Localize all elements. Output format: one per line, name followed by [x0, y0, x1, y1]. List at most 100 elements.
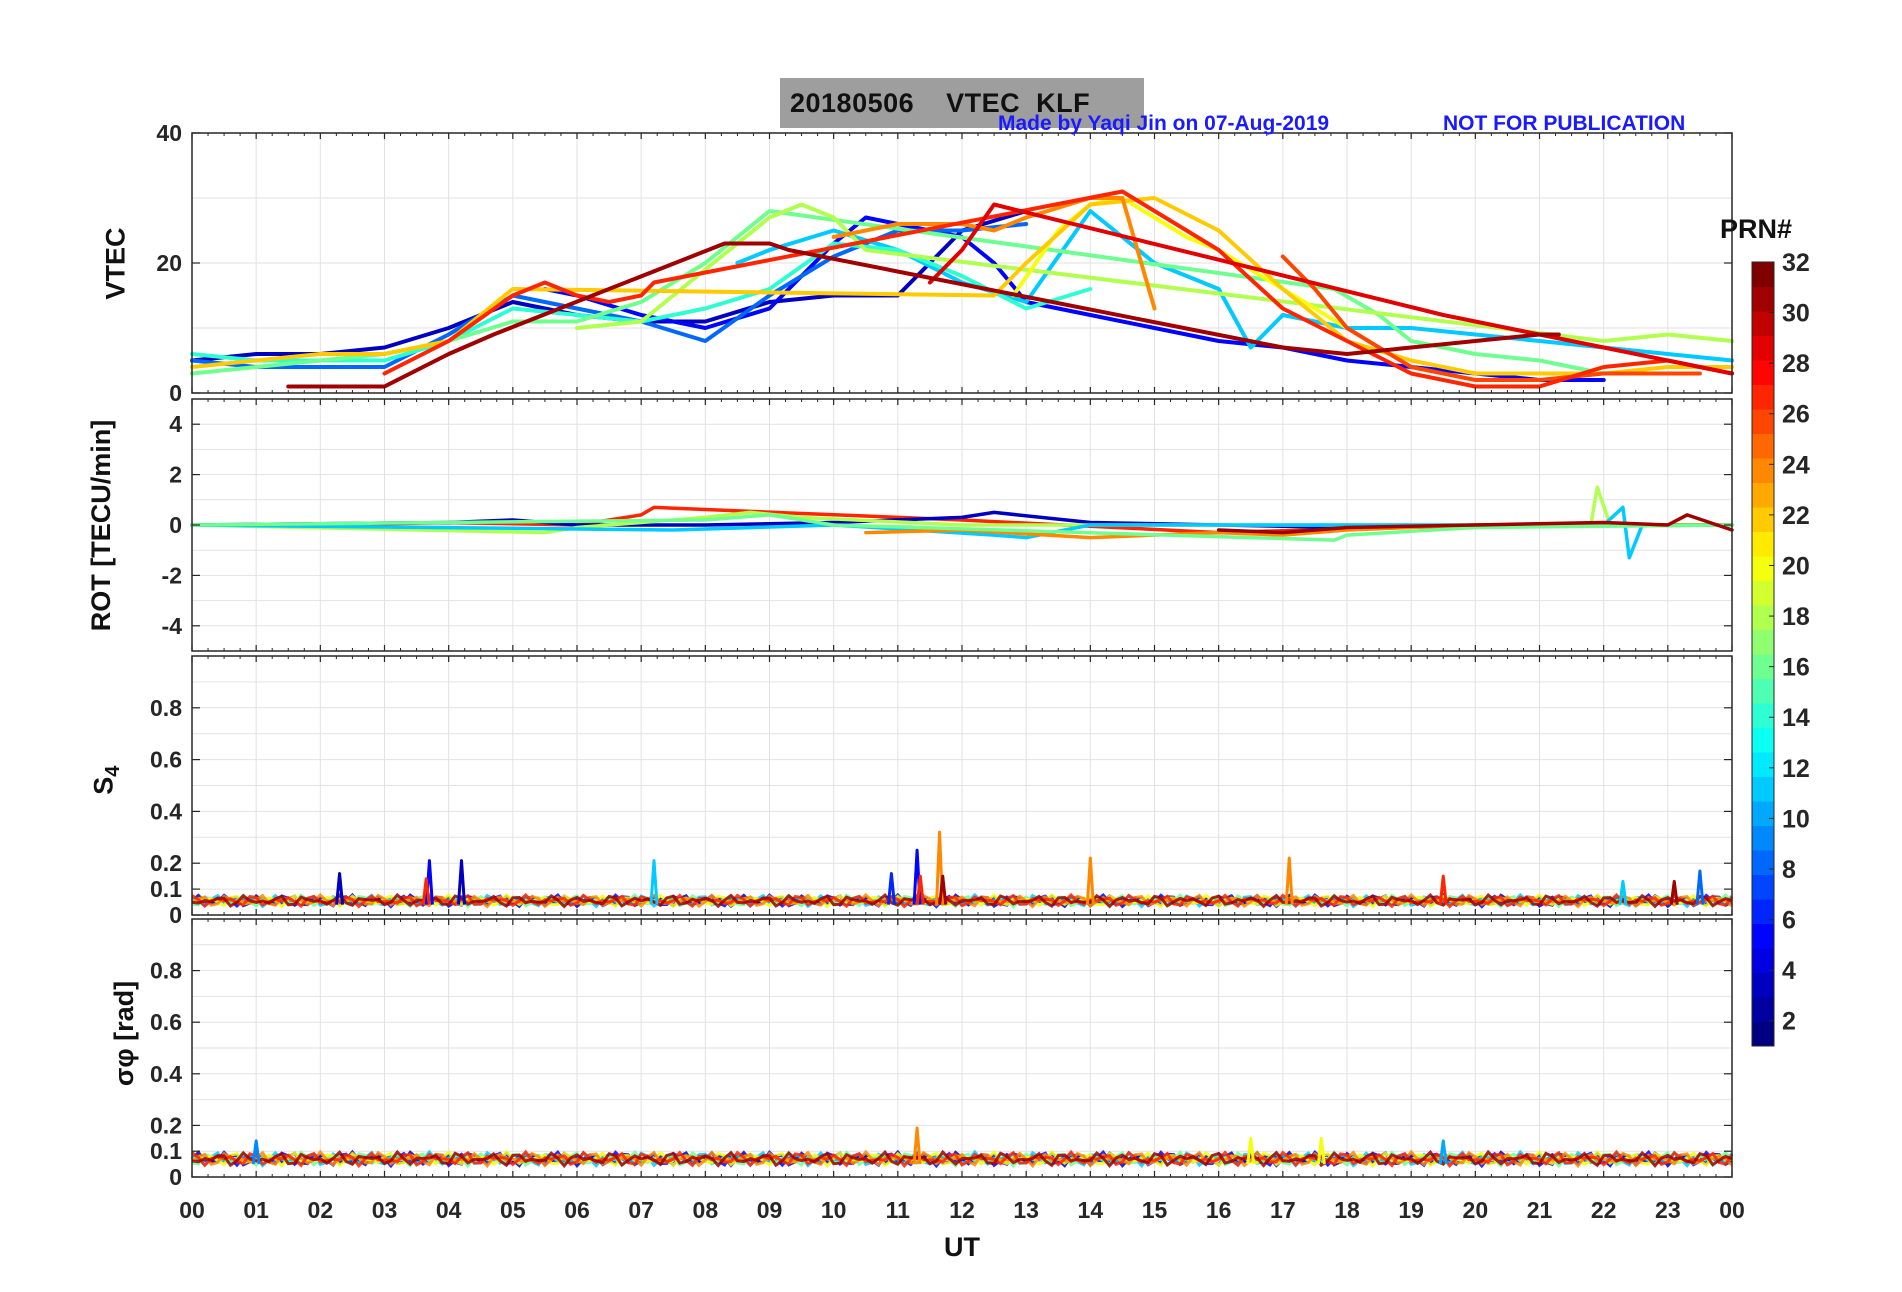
x-tick-label: 20	[1463, 1197, 1489, 1223]
y-tick-label: 0.1	[150, 1138, 182, 1164]
y-tick-label: 0.4	[150, 1061, 182, 1087]
prn-29-series-line	[927, 202, 1734, 376]
prn-27-spike	[421, 877, 431, 905]
colorbar-segment	[1752, 384, 1774, 410]
y-tick-label: 20	[156, 250, 182, 276]
prn-18-series-line	[575, 202, 1734, 343]
prn-31-series-line	[286, 241, 1561, 389]
colorbar-title: PRN#	[1720, 214, 1793, 244]
colorbar-segment	[1752, 776, 1774, 802]
colorbar-segment	[1752, 948, 1774, 973]
y-tick-label: 0.2	[150, 850, 182, 876]
colorbar-tick-label: 22	[1782, 502, 1810, 530]
x-tick-label: 21	[1527, 1197, 1553, 1223]
x-tick-label: 03	[372, 1197, 398, 1223]
y-tick-label: 0	[169, 1164, 182, 1190]
colorbar-segment	[1752, 531, 1774, 557]
colorbar-segment	[1752, 458, 1774, 483]
x-tick-label: 16	[1206, 1197, 1232, 1223]
y-tick-label: 0.8	[150, 695, 182, 721]
colorbar-segment	[1752, 825, 1774, 851]
prn-24-series-line	[831, 196, 1157, 311]
colorbar-segment	[1752, 286, 1774, 312]
y-tick-label: -2	[162, 562, 182, 588]
colorbar-tick-label: 14	[1782, 704, 1810, 732]
x-tick-label: 22	[1591, 1197, 1617, 1223]
prn-11-series-line	[735, 209, 1734, 363]
x-tick-label: 19	[1398, 1197, 1424, 1223]
x-tick-label: 18	[1334, 1197, 1360, 1223]
x-tick-label: 12	[949, 1197, 975, 1223]
colorbar-segment	[1752, 850, 1774, 875]
prn-20-spike	[1316, 1136, 1326, 1165]
prn-16-series-line	[190, 209, 1670, 376]
colorbar-segment	[1752, 678, 1774, 704]
xlabel-ut: UT	[944, 1232, 980, 1262]
y-tick-label: 0.1	[150, 876, 182, 902]
colorbar-segment	[1752, 899, 1774, 924]
made-by-annotation: Made by Yaqi Jin on 07-Aug-2019	[998, 112, 1330, 135]
colorbar-segment	[1752, 923, 1774, 949]
prn-27-spike	[1438, 874, 1448, 905]
prn-31-spike	[1669, 879, 1679, 905]
colorbar-tick-label: 24	[1782, 451, 1810, 479]
colorbar-segment	[1752, 507, 1774, 532]
y-tick-label: 0.4	[150, 798, 182, 824]
colorbar-segment	[1752, 311, 1774, 336]
prn-11-series-line	[190, 505, 1734, 560]
x-tick-label: 01	[243, 1197, 269, 1223]
colorbar-tick-label: 20	[1782, 552, 1810, 580]
colorbar-frame	[1751, 261, 1775, 1047]
colorbar-segment	[1752, 654, 1774, 679]
colorbar-tick-label: 4	[1782, 957, 1796, 985]
colorbar-tick-label: 10	[1782, 805, 1810, 833]
colorbar-segment	[1752, 752, 1774, 777]
y-tick-label: 40	[156, 120, 182, 146]
prn-6-spike	[886, 872, 896, 905]
x-tick-label: 10	[821, 1197, 847, 1223]
ylabel-s4: S4	[88, 765, 124, 795]
y-tick-label: 0.6	[150, 747, 182, 773]
colorbar-segment	[1752, 409, 1774, 434]
prn-3-spike	[335, 872, 345, 905]
y-tick-label: 0.6	[150, 1009, 182, 1035]
prn-10-spike	[1438, 1139, 1448, 1165]
prn-11-spike	[1618, 879, 1628, 905]
x-tick-label: 02	[308, 1197, 334, 1223]
colorbar-segment	[1752, 262, 1774, 287]
prn-27-baseline-line	[191, 892, 1734, 909]
y-tick-label: 0.2	[150, 1112, 182, 1138]
prn-9-spike	[251, 1139, 261, 1165]
prn-11-spike	[649, 859, 659, 905]
prn-24-spike	[1085, 856, 1095, 905]
x-tick-label: 14	[1078, 1197, 1104, 1223]
colorbar-segment	[1752, 972, 1774, 998]
colorbar-tick-label: 6	[1782, 907, 1796, 935]
prn-8-series-line	[190, 222, 1029, 369]
x-tick-label: 05	[500, 1197, 526, 1223]
prn-26-series-line	[1280, 254, 1702, 382]
x-tick-label: 09	[757, 1197, 783, 1223]
colorbar-segment	[1752, 433, 1774, 459]
colorbar-tick-label: 8	[1782, 856, 1796, 884]
prn-27-spike	[915, 874, 925, 905]
y-tick-label: 0.8	[150, 958, 182, 984]
colorbar-segment	[1752, 556, 1774, 581]
prn-8-spike	[1695, 869, 1705, 905]
colorbar-segment	[1752, 874, 1774, 900]
colorbar-segment	[1752, 727, 1774, 753]
x-tick-label: 00	[179, 1197, 205, 1223]
y-tick-label: 0	[169, 902, 182, 928]
prn-22-series-line	[190, 196, 1734, 376]
colorbar-segment	[1752, 335, 1774, 361]
colorbar-tick-label: 16	[1782, 654, 1810, 682]
x-tick-label: 23	[1655, 1197, 1681, 1223]
colorbar-segment	[1752, 360, 1774, 385]
ylabel-vtec: VTEC	[100, 227, 131, 300]
colorbar-tick-label: 12	[1782, 755, 1810, 783]
colorbar-segment	[1752, 801, 1774, 826]
prn-31-baseline-line	[191, 892, 1733, 909]
x-tick-label: 07	[628, 1197, 654, 1223]
colorbar-tick-label: 32	[1782, 249, 1810, 277]
